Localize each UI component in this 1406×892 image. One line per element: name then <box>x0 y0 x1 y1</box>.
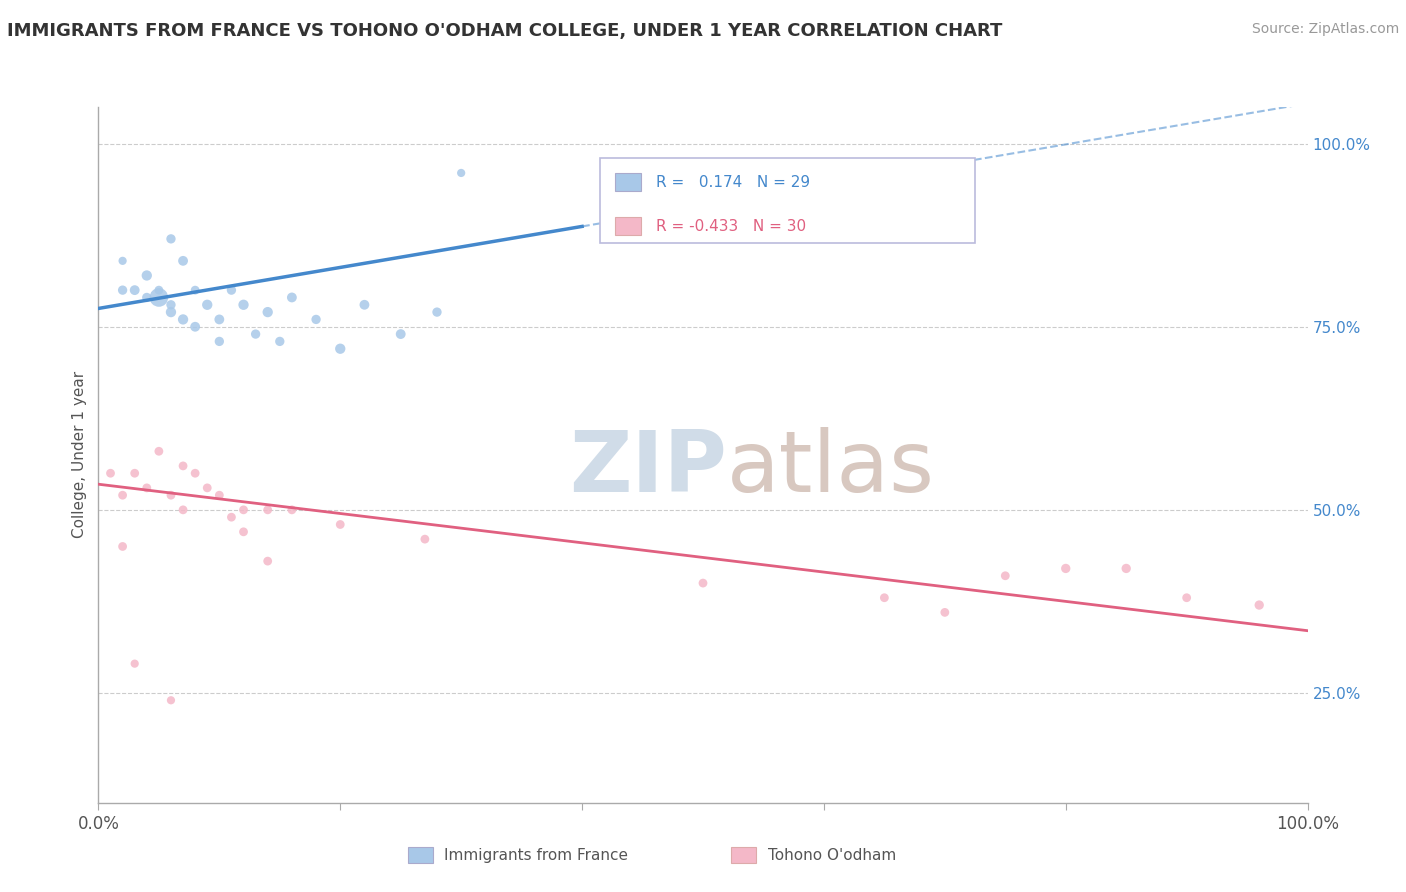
Text: ZIP: ZIP <box>569 427 727 510</box>
Point <box>208 312 231 326</box>
Point <box>160 298 183 312</box>
Point <box>100 467 122 481</box>
FancyBboxPatch shape <box>600 158 976 243</box>
Text: Tohono O'odham: Tohono O'odham <box>768 848 896 863</box>
Point <box>232 524 254 539</box>
Point <box>184 319 207 334</box>
Point <box>413 532 436 546</box>
Text: R =   0.174   N = 29: R = 0.174 N = 29 <box>655 175 810 190</box>
Point <box>221 510 243 524</box>
Point <box>124 467 146 481</box>
Point <box>208 488 231 502</box>
Point <box>135 481 157 495</box>
Point <box>208 334 231 349</box>
Point <box>353 298 375 312</box>
Point <box>281 290 304 304</box>
Point <box>1175 591 1198 605</box>
Point <box>450 166 472 180</box>
Point <box>111 540 134 554</box>
Point <box>1054 561 1077 575</box>
Point <box>245 327 267 342</box>
Text: Immigrants from France: Immigrants from France <box>444 848 628 863</box>
Point <box>269 334 291 349</box>
Point <box>184 283 207 297</box>
Point <box>232 503 254 517</box>
FancyBboxPatch shape <box>408 847 433 863</box>
Y-axis label: College, Under 1 year: College, Under 1 year <box>72 371 87 539</box>
Point <box>329 517 352 532</box>
Point <box>160 305 183 319</box>
Point <box>1249 598 1271 612</box>
Point <box>111 283 134 297</box>
Text: IMMIGRANTS FROM FRANCE VS TOHONO O'ODHAM COLLEGE, UNDER 1 YEAR CORRELATION CHART: IMMIGRANTS FROM FRANCE VS TOHONO O'ODHAM… <box>7 22 1002 40</box>
Point <box>934 606 956 620</box>
Point <box>148 444 170 458</box>
Point <box>160 488 183 502</box>
Point <box>172 503 194 517</box>
Point <box>124 657 146 671</box>
Point <box>221 283 243 297</box>
Point <box>692 576 714 591</box>
Point <box>135 290 157 304</box>
Point <box>172 253 194 268</box>
Point <box>148 283 170 297</box>
Bar <box>614 173 641 191</box>
Point <box>160 232 183 246</box>
Point <box>329 342 352 356</box>
Point <box>232 298 254 312</box>
Point <box>256 305 278 319</box>
Text: Source: ZipAtlas.com: Source: ZipAtlas.com <box>1251 22 1399 37</box>
Point <box>124 283 146 297</box>
Point <box>281 503 304 517</box>
Point <box>873 591 896 605</box>
Point <box>305 312 328 326</box>
Point <box>111 253 134 268</box>
Point <box>256 503 278 517</box>
Point <box>111 488 134 502</box>
Point <box>148 290 170 304</box>
Point <box>195 298 218 312</box>
Point <box>160 693 183 707</box>
Point <box>172 312 194 326</box>
Point <box>172 458 194 473</box>
Point <box>256 554 278 568</box>
FancyBboxPatch shape <box>731 847 756 863</box>
Point <box>135 268 157 283</box>
Text: R = -0.433   N = 30: R = -0.433 N = 30 <box>655 219 806 234</box>
Bar <box>614 217 641 235</box>
Point <box>994 568 1017 582</box>
Point <box>1115 561 1137 575</box>
Point <box>195 481 218 495</box>
Text: atlas: atlas <box>727 427 935 510</box>
Point <box>184 467 207 481</box>
Point <box>389 327 412 342</box>
Point <box>426 305 449 319</box>
